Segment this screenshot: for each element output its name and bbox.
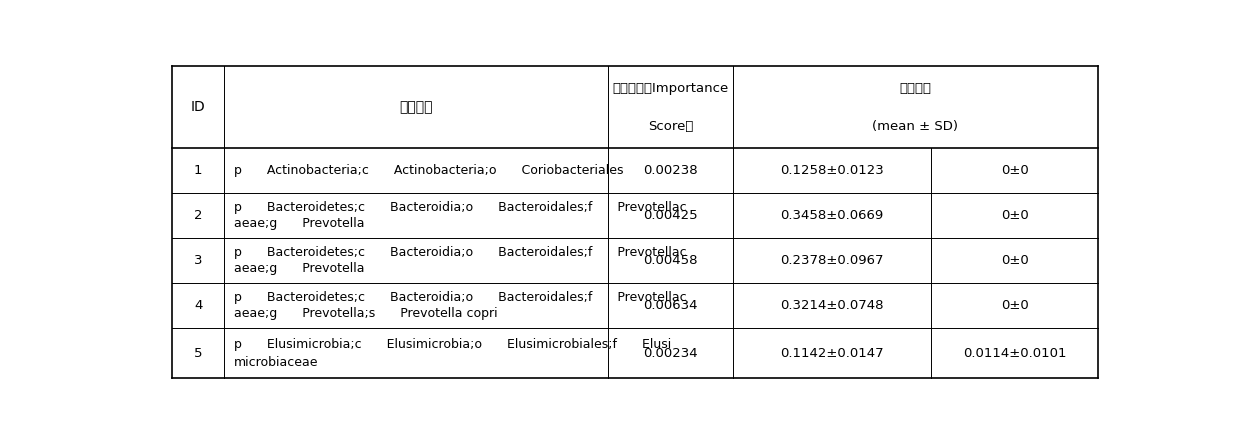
- Text: p  Elusimicrobia;c  Elusimicrobia;o  Elusimicrobiales;f  Elusi: p Elusimicrobia;c Elusimicrobia;o Elusim…: [234, 337, 670, 351]
- Text: 细菌含量

(mean ± SD): 细菌含量 (mean ± SD): [872, 81, 959, 132]
- Text: 0.3214±0.0748: 0.3214±0.0748: [781, 299, 883, 312]
- Text: 0.3458±0.0669: 0.3458±0.0669: [781, 209, 883, 222]
- Text: p  Bacteroidetes;c  Bacteroidia;o  Bacteroidales;f  Prevotellac: p Bacteroidetes;c Bacteroidia;o Bacteroi…: [234, 201, 686, 214]
- Text: 0.2378±0.0967: 0.2378±0.0967: [781, 254, 883, 267]
- Text: 0.0114±0.0101: 0.0114±0.0101: [963, 347, 1067, 359]
- Text: 0.00234: 0.00234: [643, 347, 698, 359]
- Text: 0.00634: 0.00634: [643, 299, 698, 312]
- Text: 2: 2: [193, 209, 202, 222]
- Text: 重要分值（Importance

Score）: 重要分值（Importance Score）: [612, 81, 729, 132]
- Text: 0±0: 0±0: [1001, 164, 1028, 177]
- Text: 0.00458: 0.00458: [643, 254, 698, 267]
- Text: 1: 1: [193, 164, 202, 177]
- Text: 0.1258±0.0123: 0.1258±0.0123: [781, 164, 885, 177]
- Text: aeae;g  Prevotella: aeae;g Prevotella: [234, 217, 364, 230]
- Text: 0.1142±0.0147: 0.1142±0.0147: [781, 347, 883, 359]
- Text: p  Bacteroidetes;c  Bacteroidia;o  Bacteroidales;f  Prevotellac: p Bacteroidetes;c Bacteroidia;o Bacteroi…: [234, 246, 686, 259]
- Text: 0±0: 0±0: [1001, 299, 1028, 312]
- Text: 4: 4: [193, 299, 202, 312]
- Text: aeae;g  Prevotella;s  Prevotella copri: aeae;g Prevotella;s Prevotella copri: [234, 307, 497, 320]
- Text: p  Bacteroidetes;c  Bacteroidia;o  Bacteroidales;f  Prevotellac: p Bacteroidetes;c Bacteroidia;o Bacteroi…: [234, 291, 686, 304]
- Text: 0.00238: 0.00238: [643, 164, 698, 177]
- Text: 0.00425: 0.00425: [643, 209, 698, 222]
- Text: aeae;g  Prevotella: aeae;g Prevotella: [234, 262, 364, 275]
- Text: microbiaceae: microbiaceae: [234, 356, 318, 369]
- Text: 3: 3: [193, 254, 202, 267]
- Text: 0±0: 0±0: [1001, 254, 1028, 267]
- Text: p  Actinobacteria;c  Actinobacteria;o  Coriobacteriales: p Actinobacteria;c Actinobacteria;o Cori…: [234, 164, 623, 177]
- Text: 细菌类型: 细菌类型: [399, 100, 432, 114]
- Text: 0±0: 0±0: [1001, 209, 1028, 222]
- Text: ID: ID: [191, 100, 206, 114]
- Text: 5: 5: [193, 347, 202, 359]
